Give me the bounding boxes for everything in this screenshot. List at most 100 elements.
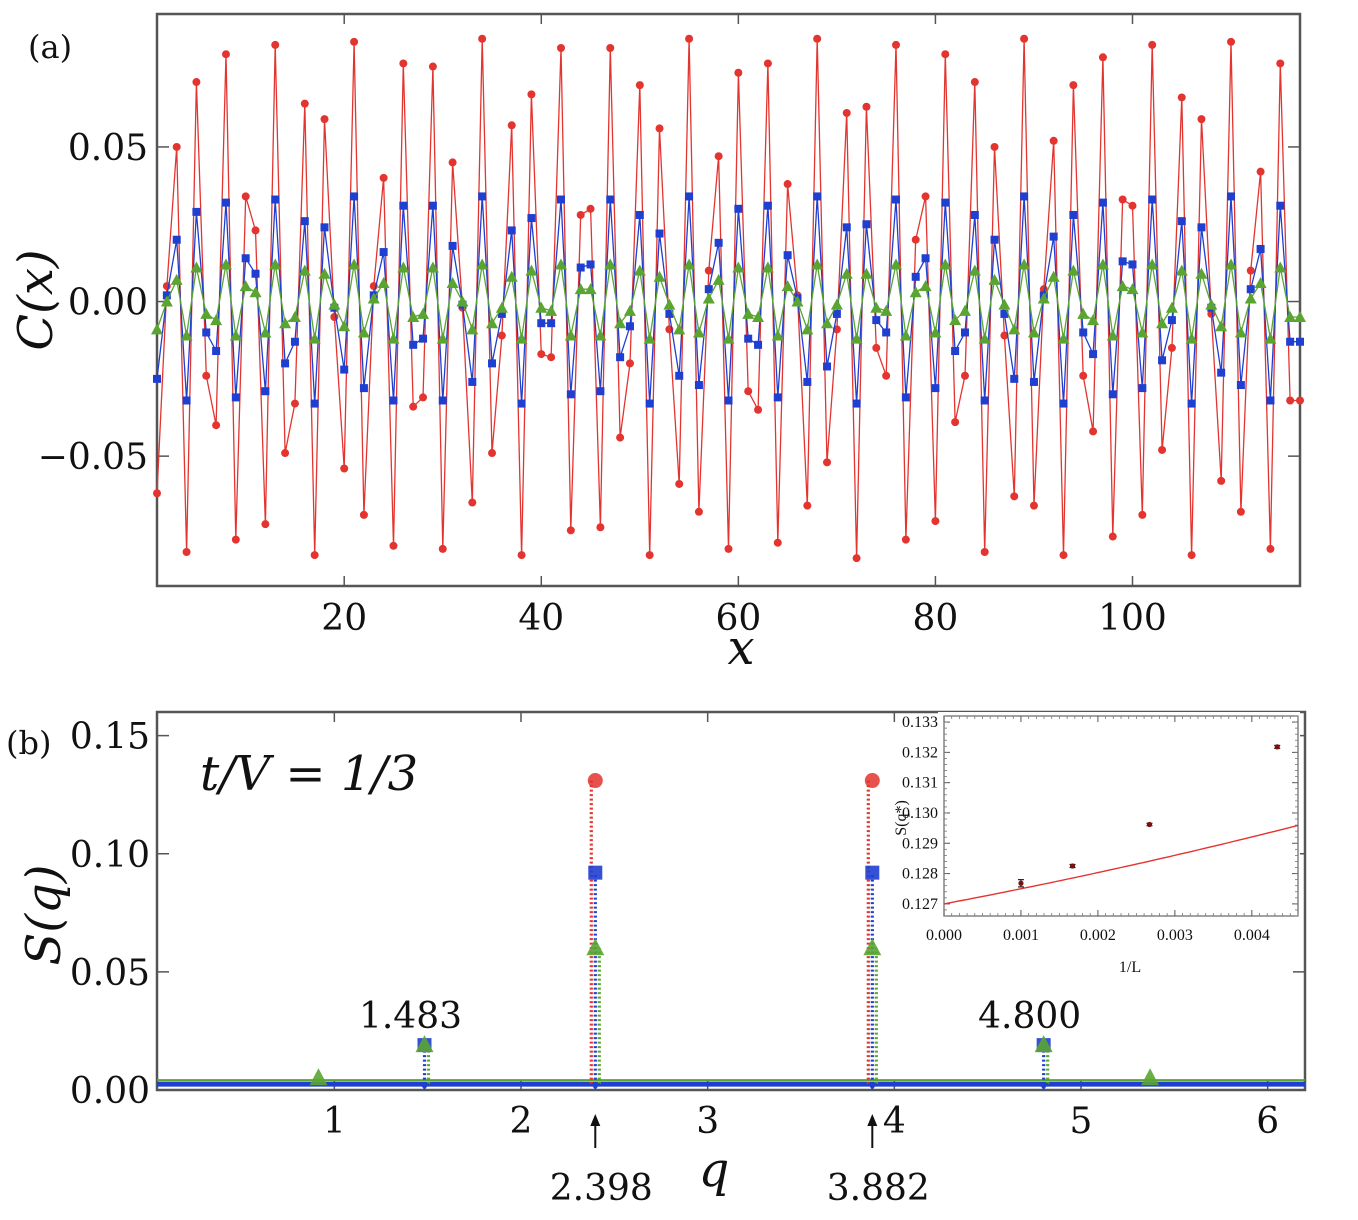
panel-b-peak-arrow-head [590,1114,601,1126]
panel-a-point-square [1000,309,1009,318]
panel-a-ytick-label: −0.05 [38,437,148,478]
panel-a-point-triangle [968,264,981,276]
panel-a-point-circle [892,40,901,49]
panel-a-point-circle [704,266,713,275]
panel-a-point-triangle [830,298,843,310]
panel-a-point-square [1079,328,1088,337]
panel-a-point-triangle [880,304,893,316]
panel-a-point-circle [478,34,487,43]
panel-a-point-square [162,291,171,300]
panel-a-point-triangle [259,326,272,338]
panel-a-point-square [803,377,812,386]
panel-a-point-triangle [702,292,715,304]
panel-a-point-square [231,393,240,402]
panel-a-point-square [960,328,969,337]
inset-xtick-label: 0.003 [1157,927,1193,944]
panel-a-point-triangle [1215,320,1228,332]
panel-a-xtick-label: 20 [321,598,367,639]
panel-a-point-triangle [535,301,548,313]
panel-a-point-square [882,328,891,337]
panel-a-point-square [1098,198,1107,207]
panel-a-point-triangle [1274,261,1287,273]
panel-a-point-triangle [958,304,971,316]
panel-a-point-square [675,371,684,380]
panel-a-point-circle [1266,544,1275,553]
inset-xtick-label: 0.001 [1003,927,1039,944]
panel-b-ytick-label: 0.15 [70,717,150,758]
panel-a-point-triangle [446,276,459,288]
panel-a-point-circle [783,180,792,189]
panel-b-peak-base-marker [590,1083,601,1091]
panel-a-point-circle [1148,40,1157,49]
panel-a-point-circle [1296,396,1304,405]
panel-a-point-circle [606,44,615,53]
panel-a-point-triangle [554,258,567,270]
panel-a-point-circle [566,526,575,535]
inset-series [943,744,1299,905]
panel-a-point-square [576,263,585,272]
panel-a-point-circle [202,371,211,380]
panel-b-peak-arrow-head [867,1114,878,1126]
panel-a-point-triangle [210,314,223,326]
panel-a-point-triangle [417,307,430,319]
panel-a-point-triangle [1096,258,1109,270]
panel-a-point-square [901,393,910,402]
panel-a-point-triangle [594,329,607,341]
panel-a-point-circle [823,458,832,467]
panel-a-point-circle [290,399,299,408]
panel-a-point-circle [379,173,388,182]
panel-a-point-triangle [614,317,627,329]
panel-a-point-circle [221,50,230,59]
panel-a-point-triangle [673,323,686,335]
panel-a-point-triangle [1087,314,1100,326]
panel-a-point-triangle [801,323,814,335]
panel-a-point-square [153,374,161,383]
panel-a-point-triangle [298,264,311,276]
panel-a-point-circle [389,541,398,550]
panel-a-point-triangle [683,258,696,270]
panel-a-ylabel: C(x) [8,249,64,350]
panel-a-point-triangle [1027,326,1040,338]
panel-a-point-square [182,396,191,405]
panel-b-peak-label-below: 3.882 [827,1168,930,1209]
panel-a-point-square [1059,399,1068,408]
panel-a-point-square [921,254,930,263]
panel-a-point-triangle [151,323,163,335]
panel-a-point-circle [1207,309,1216,318]
inset-ticks: 0.000 0.001 0.002 0.003 0.004 0.127 0.128 0.129… [902,714,1299,944]
panel-a-point-triangle [929,326,942,338]
panel-a-point-triangle [515,332,528,344]
panel-a-point-square [892,195,901,204]
panel-b-minor-triangle [1141,1068,1160,1086]
panel-a-point-square [1266,396,1275,405]
panel-a-point-triangle [742,307,755,319]
panel-a-point-triangle [545,304,558,316]
panel-a-point-triangle [328,298,341,310]
panel-a-point-circle [724,544,733,553]
panel-a-point-triangle [1195,267,1208,279]
panel-a-point-triangle [436,332,449,344]
panel-a-xtick-label: 100 [1098,598,1167,639]
panel-b-peak-labels: 1.483 4.800 2.398 3.882 [359,996,1081,1209]
panel-a-point-circle [931,517,940,526]
panel-a-point-triangle [466,323,479,335]
panel-a-point-circle [852,554,861,563]
panel-a-point-square [596,387,605,396]
panel-a-point-triangle [407,311,420,323]
panel-a-xlabel: x [727,620,754,676]
panel-a-series-triangle [151,258,1306,344]
panel-a-point-circle [1049,136,1058,145]
panel-a-point-square [1089,350,1098,359]
panel-a-point-square [744,334,753,343]
panel-a-point-square [389,396,398,405]
panel-a-point-circle [468,498,477,507]
inset-point [1146,821,1153,828]
panel-a-point-circle [330,313,339,322]
panel-a-point-circle [694,507,703,516]
panel-a-point-circle [340,464,349,473]
panel-a-point-circle [1029,501,1038,510]
panel-a-point-square [1049,232,1058,241]
panel-a-point-triangle [1254,276,1267,288]
panel-a-point-circle [685,34,694,43]
panel-a-point-square [970,210,979,219]
